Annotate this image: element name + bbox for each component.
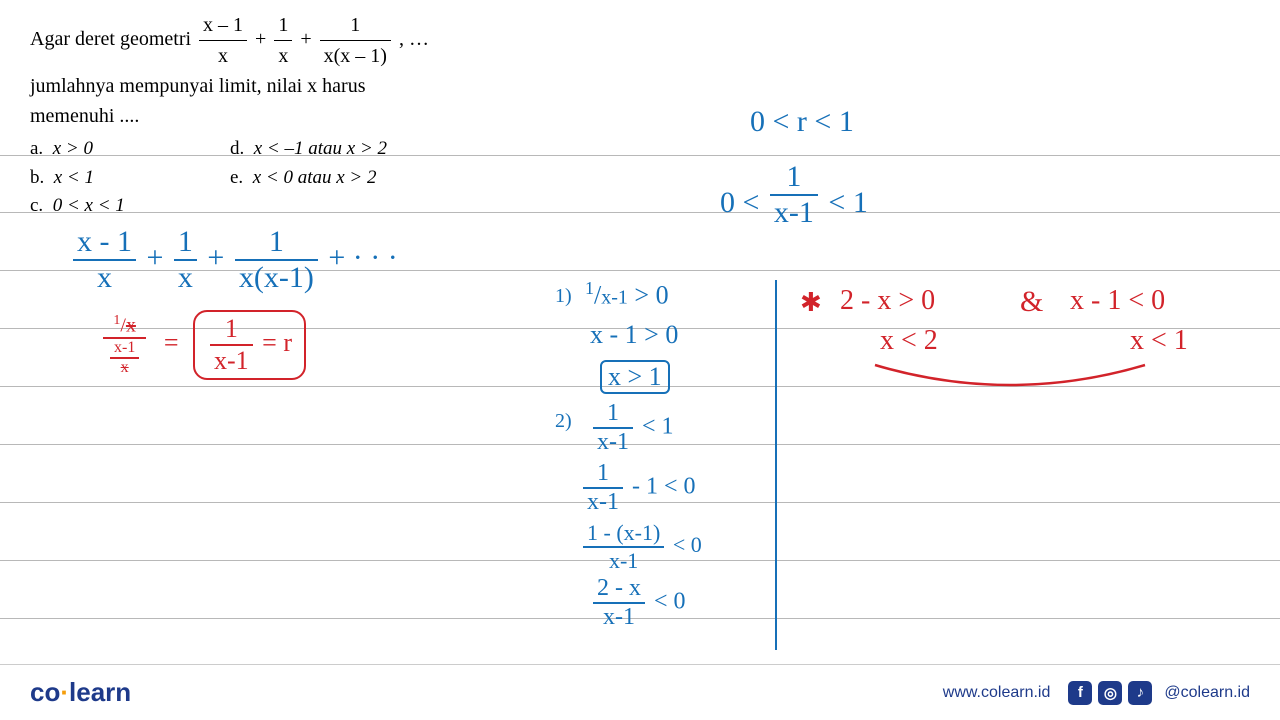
instagram-icon: ◎: [1098, 681, 1122, 705]
hw-case1-l3: x > 1: [600, 360, 670, 394]
social-icons: f ◎ ♪ @colearn.id: [1068, 681, 1250, 705]
red-curve-underline: [870, 360, 1150, 400]
series-tail: , …: [399, 28, 429, 50]
hw-case2-l1: 1 x-1 < 1: [590, 400, 674, 456]
social-handle: @colearn.id: [1164, 684, 1250, 702]
hw-condition-r: 0 < r < 1: [750, 105, 854, 139]
option-d: d. x < –1 atau x > 2: [230, 135, 490, 164]
option-e: e. x < 0 atau x > 2: [230, 164, 490, 193]
question-line1: Agar deret geometri x – 1 x + 1 x + 1 x(…: [30, 10, 550, 71]
hw-red-amp: &: [1020, 285, 1043, 319]
hw-red-1a: 2 - x > 0: [840, 285, 935, 317]
facebook-icon: f: [1068, 681, 1092, 705]
hw-condition-frac: 0 < 1 x-1 < 1: [720, 160, 868, 230]
hw-case2-l3: 1 - (x-1) x-1 < 0: [580, 520, 702, 574]
hw-red-2a: x < 2: [880, 325, 938, 357]
hw-ratio-box: 1 x-1 = r: [193, 310, 306, 380]
term2-frac: 1 x: [274, 10, 292, 71]
footer-bar: co·learn www.colearn.id f ◎ ♪ @colearn.i…: [0, 664, 1280, 720]
option-c: c. 0 < x < 1: [30, 192, 230, 221]
term3-frac: 1 x(x – 1): [320, 10, 391, 71]
option-a: a. x > 0: [30, 135, 230, 164]
question-line3: memenuhi ....: [30, 101, 550, 131]
tiktok-icon: ♪: [1128, 681, 1152, 705]
hw-case1-l1: 1/x-1 > 0: [585, 278, 669, 311]
options-block: a. x > 0 d. x < –1 atau x > 2 b. x < 1 e…: [30, 135, 550, 221]
question-line2: jumlahnya mempunyai limit, nilai x harus: [30, 71, 550, 101]
hw-red-1b: x - 1 < 0: [1070, 285, 1165, 317]
hw-case2-l4: 2 - x x-1 < 0: [590, 575, 686, 631]
hw-case1-label: 1): [555, 285, 572, 308]
question-block: Agar deret geometri x – 1 x + 1 x + 1 x(…: [30, 10, 550, 221]
question-intro: Agar deret geometri: [30, 28, 191, 50]
hw-case2-label: 2): [555, 410, 572, 433]
hw-red-2b: x < 1: [1130, 325, 1188, 357]
hw-case2-l2: 1 x-1 - 1 < 0: [580, 460, 696, 516]
term1-frac: x – 1 x: [199, 10, 247, 71]
hw-case1-l2: x - 1 > 0: [590, 320, 678, 350]
hw-ratio-left: 1/x x-1 x = 1 x-1 = r: [100, 310, 306, 380]
brand-logo: co·learn: [30, 677, 131, 708]
hw-red-strike: ✱: [800, 288, 822, 318]
hw-series: x - 1 x + 1 x + 1 x(x-1) + · · ·: [70, 225, 398, 295]
option-b: b. x < 1: [30, 164, 230, 193]
footer-url: www.colearn.id: [943, 684, 1051, 702]
vertical-separator: [775, 280, 777, 650]
